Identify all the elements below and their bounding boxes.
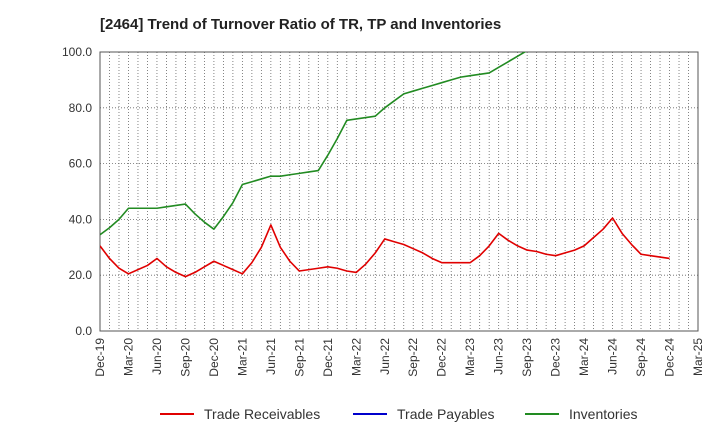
x-tick-label: Jun-24 <box>606 338 620 375</box>
x-tick-label: Dec-19 <box>93 338 107 377</box>
x-tick-label: Sep-24 <box>634 338 648 377</box>
x-tick-label: Sep-20 <box>178 338 192 377</box>
y-tick-label: 100.0 <box>62 45 92 59</box>
series-line-inventories <box>100 52 527 236</box>
x-tick-label: Dec-22 <box>435 338 449 377</box>
legend-label-inventories: Inventories <box>569 406 637 422</box>
plot-area-border <box>99 51 699 332</box>
x-tick-label: Sep-23 <box>520 338 534 377</box>
x-tick-label: Jun-21 <box>264 338 278 375</box>
x-tick-label: Jun-23 <box>492 338 506 375</box>
x-tick-label: Mar-22 <box>349 338 363 376</box>
x-tick-label: Jun-20 <box>150 338 164 375</box>
x-tick-label: Mar-23 <box>463 338 477 376</box>
x-tick-label: Mar-21 <box>235 338 249 376</box>
x-tick-label: Sep-22 <box>406 338 420 377</box>
series-group <box>100 52 670 278</box>
x-tick-label: Dec-20 <box>207 338 221 377</box>
legend-label-trade-payables: Trade Payables <box>397 406 495 422</box>
y-tick-label: 40.0 <box>69 212 93 226</box>
x-tick-label: Sep-21 <box>292 338 306 377</box>
x-tick-label: Jun-22 <box>378 338 392 375</box>
y-tick-label: 60.0 <box>69 157 93 171</box>
y-tick-label: 80.0 <box>69 101 93 115</box>
x-tick-label: Dec-24 <box>663 338 677 377</box>
series-line-trade-receivables <box>100 217 670 278</box>
x-tick-label: Dec-21 <box>321 338 335 377</box>
y-tick-label: 20.0 <box>69 268 93 282</box>
legend-label-trade-receivables: Trade Receivables <box>204 406 320 422</box>
x-tick-label: Mar-24 <box>577 338 591 376</box>
chart-title: [2464] Trend of Turnover Ratio of TR, TP… <box>100 16 502 33</box>
x-tick-label: Dec-23 <box>549 338 563 377</box>
x-tick-label: Mar-25 <box>691 338 705 376</box>
y-tick-label: 0.0 <box>75 324 92 338</box>
x-tick-label: Mar-20 <box>121 338 135 376</box>
